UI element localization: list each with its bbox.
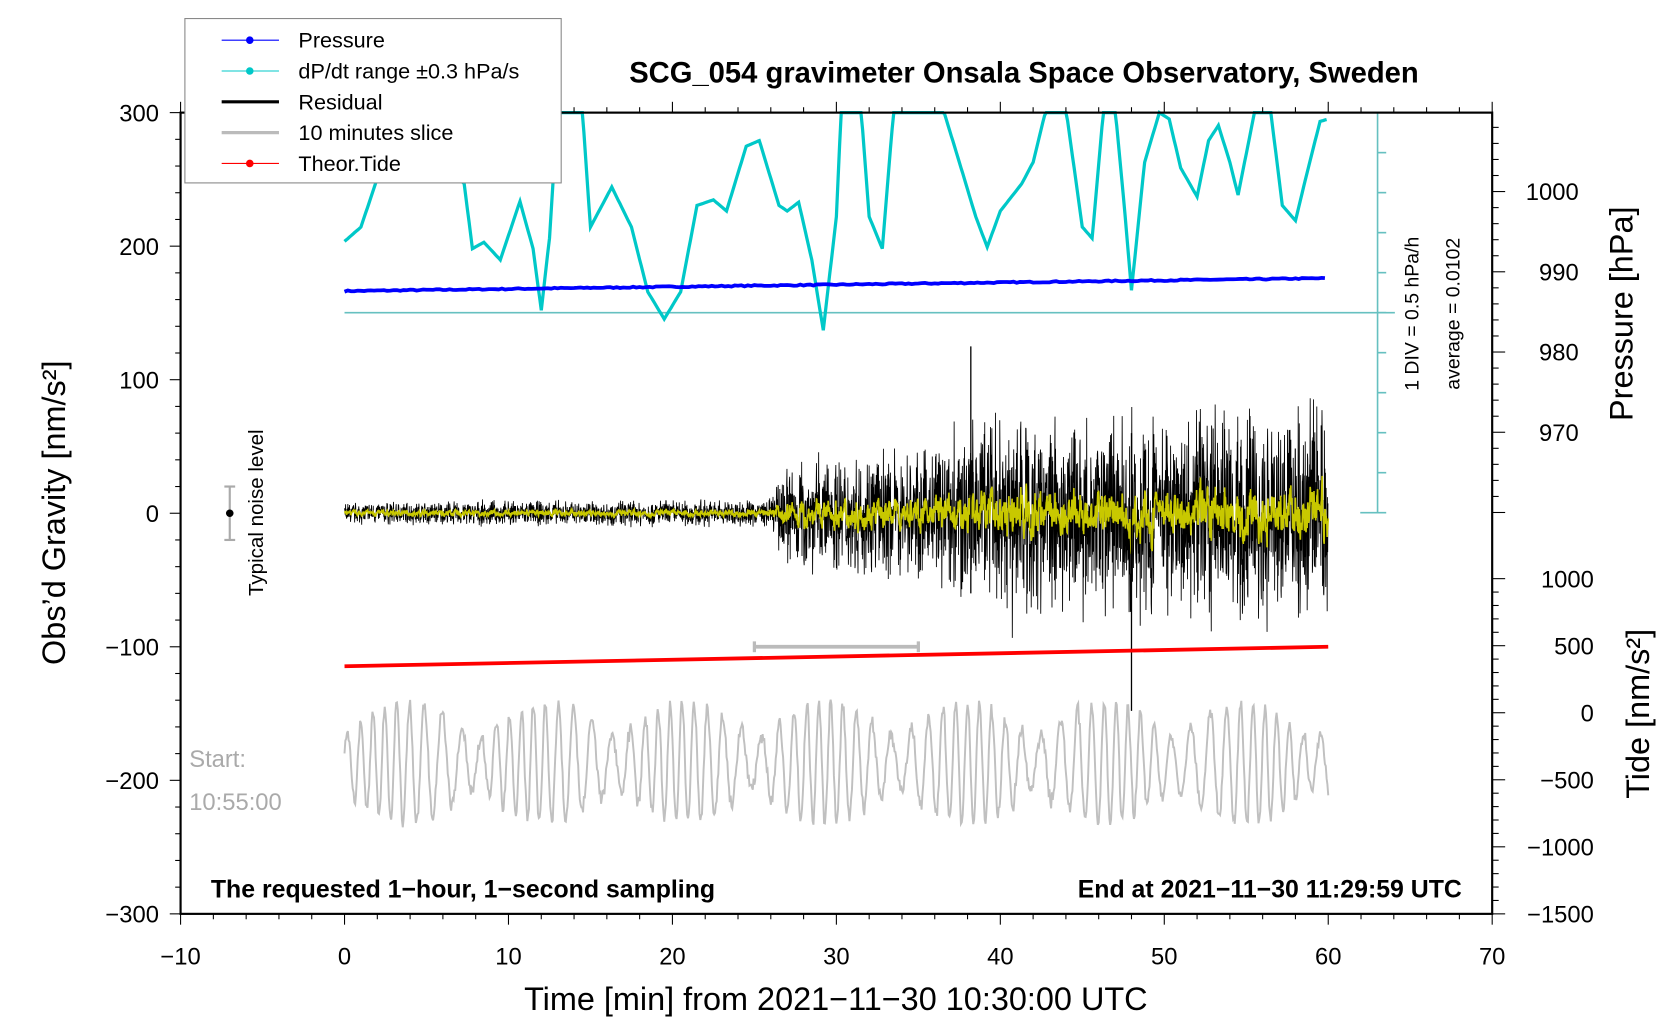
- x-tick-label: 40: [987, 944, 1013, 971]
- pressure-tick-label: 970: [1539, 420, 1579, 447]
- x-tick-label: 70: [1479, 944, 1505, 971]
- legend-item: dP/dt range ±0.3 hPa/s: [221, 59, 520, 84]
- legend-item: Pressure: [221, 28, 385, 53]
- legend-label: Theor.Tide: [298, 151, 401, 176]
- x-axis-label: Time [min] from 2021−11−30 10:30:00 UTC: [524, 981, 1148, 1017]
- noise-level-label: Typical noise level: [245, 429, 268, 596]
- legend-swatch-dot: [245, 159, 254, 168]
- tide-tick-label: 0: [1581, 700, 1594, 727]
- start-label: Start:: [189, 746, 246, 773]
- start-time: 10:55:00: [189, 789, 282, 816]
- pressure-tick-label: 980: [1539, 340, 1579, 367]
- y-tick-label: −300: [105, 902, 159, 929]
- tide-tick-label: 500: [1554, 633, 1594, 660]
- x-tick-label: 20: [659, 944, 685, 971]
- tide-tick-label: −1500: [1527, 902, 1594, 929]
- legend-label: 10 minutes slice: [298, 120, 453, 145]
- x-tick-label: 30: [823, 944, 849, 971]
- legend-swatch-dot: [245, 67, 254, 75]
- chart-title: SCG_054 gravimeter Onsala Space Observat…: [629, 57, 1419, 89]
- x-tick-label: 10: [495, 944, 521, 971]
- residual-filtered-line: [343, 475, 1330, 555]
- legend-item: Residual: [221, 89, 383, 114]
- pressure-tick-label: 1000: [1526, 179, 1579, 206]
- y-tick-label: 0: [146, 501, 159, 528]
- end-time-note: End at 2021−11−30 11:29:59 UTC: [1078, 876, 1462, 904]
- y-tick-label: 300: [119, 100, 159, 127]
- tide-tick-label: −1000: [1527, 834, 1594, 861]
- noise-level-dot: [225, 509, 234, 518]
- legend-item: Theor.Tide: [221, 151, 401, 176]
- pressure-tick-label: 990: [1539, 259, 1579, 286]
- y-axis-label: Obs’d Gravity [nm/s²]: [36, 360, 72, 664]
- y-tick-label: 200: [119, 234, 159, 261]
- slice-line: [343, 699, 1330, 828]
- x-tick-label: 50: [1151, 944, 1177, 971]
- legend-item: 10 minutes slice: [221, 120, 453, 145]
- legend-swatch-dot: [245, 36, 254, 44]
- legend-label: Pressure: [298, 28, 384, 53]
- pressure-line: [343, 275, 1326, 294]
- dpdt-div-label: 1 DIV = 0.5 hPa/h: [1402, 237, 1424, 391]
- legend: Pressure dP/dt range ±0.3 hPa/s Residual 10…: [184, 18, 562, 184]
- y-tick-label: −100: [105, 634, 159, 661]
- dpdt-line: [343, 110, 1328, 331]
- tide-tick-label: 1000: [1541, 566, 1594, 593]
- dpdt-average-label: average = 0.0102: [1443, 238, 1465, 390]
- tide-line: [344, 644, 1329, 669]
- legend-label: Residual: [298, 89, 382, 114]
- tide-axis-label: Tide [nm/s²]: [1620, 629, 1656, 799]
- x-tick-label: 60: [1315, 944, 1341, 971]
- sampling-note: The requested 1−hour, 1−second sampling: [211, 876, 715, 904]
- x-tick-label: −10: [160, 944, 200, 971]
- pressure-axis-label: Pressure [hPa]: [1604, 207, 1640, 421]
- tide-tick-label: −500: [1540, 767, 1594, 794]
- residual-line: [344, 398, 1329, 638]
- legend-label: dP/dt range ±0.3 hPa/s: [298, 59, 519, 84]
- y-tick-label: −200: [105, 768, 159, 795]
- y-tick-label: 100: [119, 367, 159, 394]
- x-tick-label: 0: [338, 944, 351, 971]
